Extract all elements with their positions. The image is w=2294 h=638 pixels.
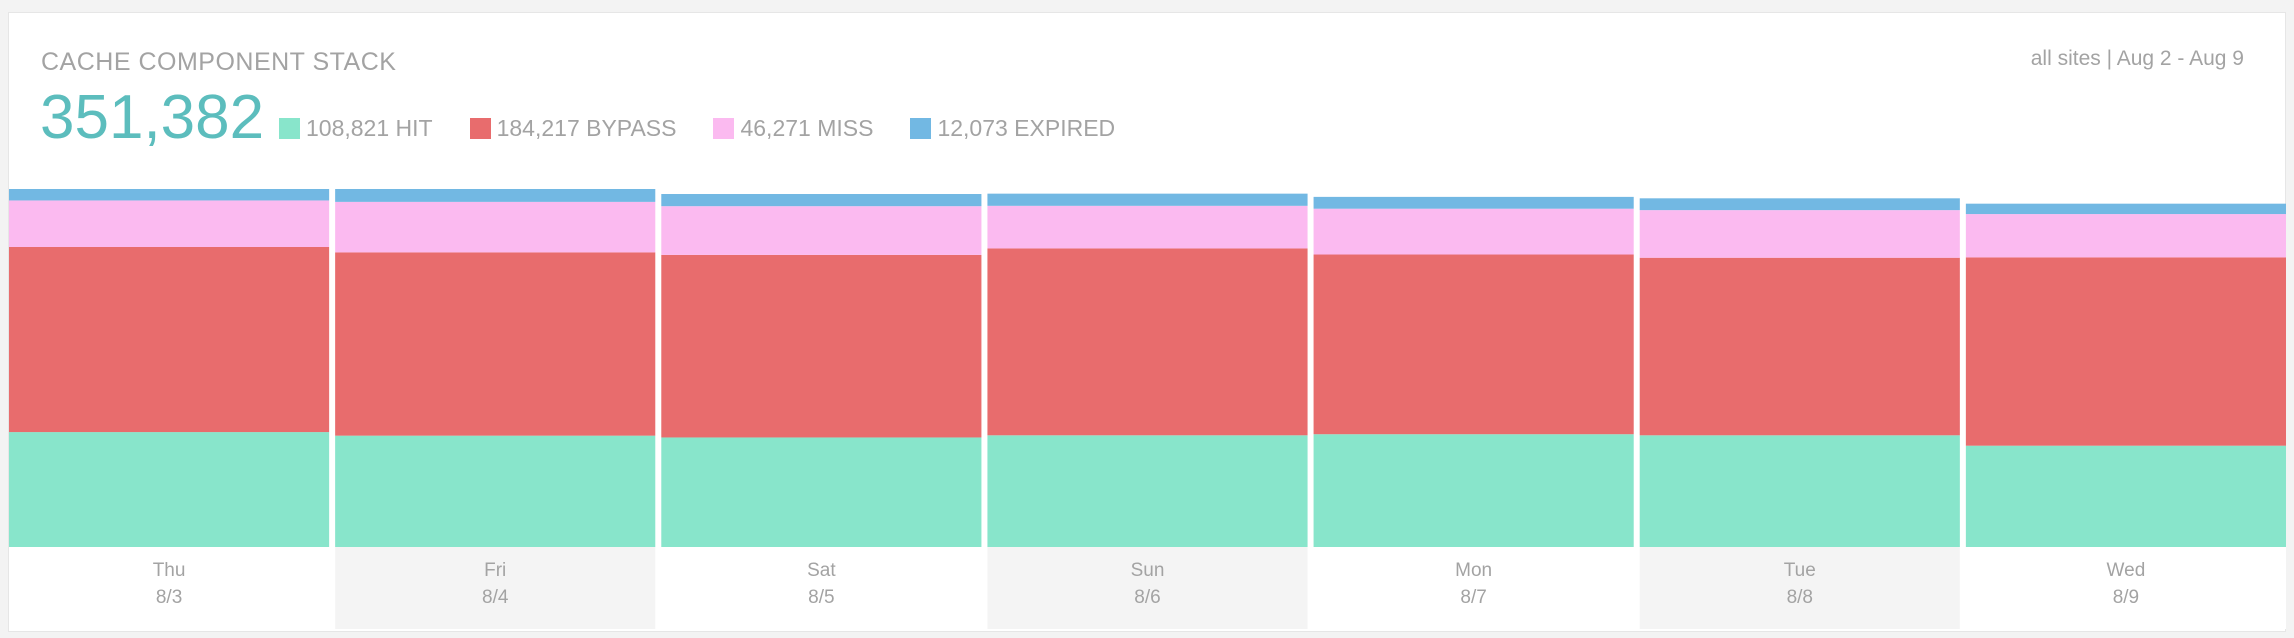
x-label-cell	[9, 547, 330, 629]
bar-miss-wed[interactable]	[1965, 214, 2286, 258]
legend-item-expired[interactable]: 12,073 EXPIRED	[910, 115, 1115, 142]
x-label-cell	[661, 547, 982, 629]
x-tick-date: 8/7	[1460, 587, 1486, 608]
bar-bypass-thu[interactable]	[9, 246, 330, 433]
x-tick-day: Fri	[484, 560, 506, 581]
x-label-cell	[987, 547, 1308, 629]
bar-expired-fri[interactable]	[335, 189, 656, 202]
chart-legend: 108,821 HIT 184,217 BYPASS 46,271 MISS 1…	[279, 115, 1152, 141]
legend-item-hit[interactable]: 108,821 HIT	[279, 115, 433, 142]
bar-bypass-fri[interactable]	[335, 252, 656, 436]
bar-hit-sun[interactable]	[987, 435, 1308, 547]
date-range-label[interactable]: all sites | Aug 2 - Aug 9	[2030, 47, 2244, 70]
bar-miss-tue[interactable]	[1639, 210, 1960, 258]
bar-miss-fri[interactable]	[335, 201, 656, 253]
legend-label-expired: 12,073 EXPIRED	[937, 114, 1116, 141]
bar-bypass-sat[interactable]	[661, 254, 982, 438]
bar-hit-thu[interactable]	[9, 432, 330, 547]
bar-expired-sun[interactable]	[987, 193, 1308, 206]
bar-expired-thu[interactable]	[9, 189, 330, 201]
x-tick-date: 8/3	[156, 587, 182, 608]
bar-miss-sat[interactable]	[661, 206, 982, 255]
x-label-cell	[1639, 547, 1960, 629]
legend-label-bypass: 184,217 BYPASS	[496, 114, 677, 141]
bar-miss-sun[interactable]	[987, 205, 1308, 249]
x-tick-date: 8/8	[1787, 587, 1813, 608]
x-label-cell	[1313, 547, 1634, 629]
chart-title: CACHE COMPONENT STACK	[41, 48, 397, 76]
legend-item-miss[interactable]: 46,271 MISS	[713, 115, 873, 142]
x-label-cell	[335, 547, 656, 629]
x-tick-day: Tue	[1784, 560, 1816, 581]
bar-hit-wed[interactable]	[1965, 445, 2286, 547]
bar-expired-tue[interactable]	[1639, 198, 1960, 211]
bar-miss-thu[interactable]	[9, 200, 330, 247]
legend-swatch-bypass	[469, 117, 491, 139]
bar-expired-wed[interactable]	[1965, 203, 2286, 215]
x-label-cell	[1965, 547, 2286, 629]
bar-hit-fri[interactable]	[335, 435, 656, 547]
x-tick-date: 8/6	[1134, 587, 1160, 608]
x-tick-date: 8/9	[2113, 587, 2139, 608]
bar-hit-mon[interactable]	[1313, 434, 1634, 547]
legend-swatch-miss	[713, 117, 735, 139]
x-tick-date: 8/5	[808, 587, 834, 608]
legend-item-bypass[interactable]: 184,217 BYPASS	[469, 114, 677, 142]
bar-expired-sat[interactable]	[661, 194, 982, 207]
bar-bypass-sun[interactable]	[987, 248, 1308, 436]
bar-miss-mon[interactable]	[1313, 208, 1634, 255]
x-tick-day: Sun	[1131, 560, 1165, 581]
x-tick-day: Sat	[807, 560, 836, 581]
legend-swatch-expired	[910, 117, 932, 139]
legend-label-miss: 46,271 MISS	[740, 114, 874, 141]
x-tick-day: Wed	[2107, 560, 2146, 581]
bar-bypass-wed[interactable]	[1965, 257, 2286, 446]
bar-bypass-mon[interactable]	[1313, 254, 1634, 435]
bar-hit-tue[interactable]	[1639, 435, 1960, 547]
bar-expired-mon[interactable]	[1313, 196, 1634, 209]
bar-hit-sat[interactable]	[661, 437, 982, 547]
legend-label-hit: 108,821 HIT	[306, 114, 433, 141]
x-tick-day: Thu	[153, 560, 186, 581]
bar-bypass-tue[interactable]	[1639, 257, 1960, 436]
x-tick-day: Mon	[1455, 560, 1492, 581]
total-requests: 351,382	[40, 83, 265, 152]
legend-swatch-hit	[279, 117, 300, 139]
x-tick-date: 8/4	[482, 587, 509, 608]
